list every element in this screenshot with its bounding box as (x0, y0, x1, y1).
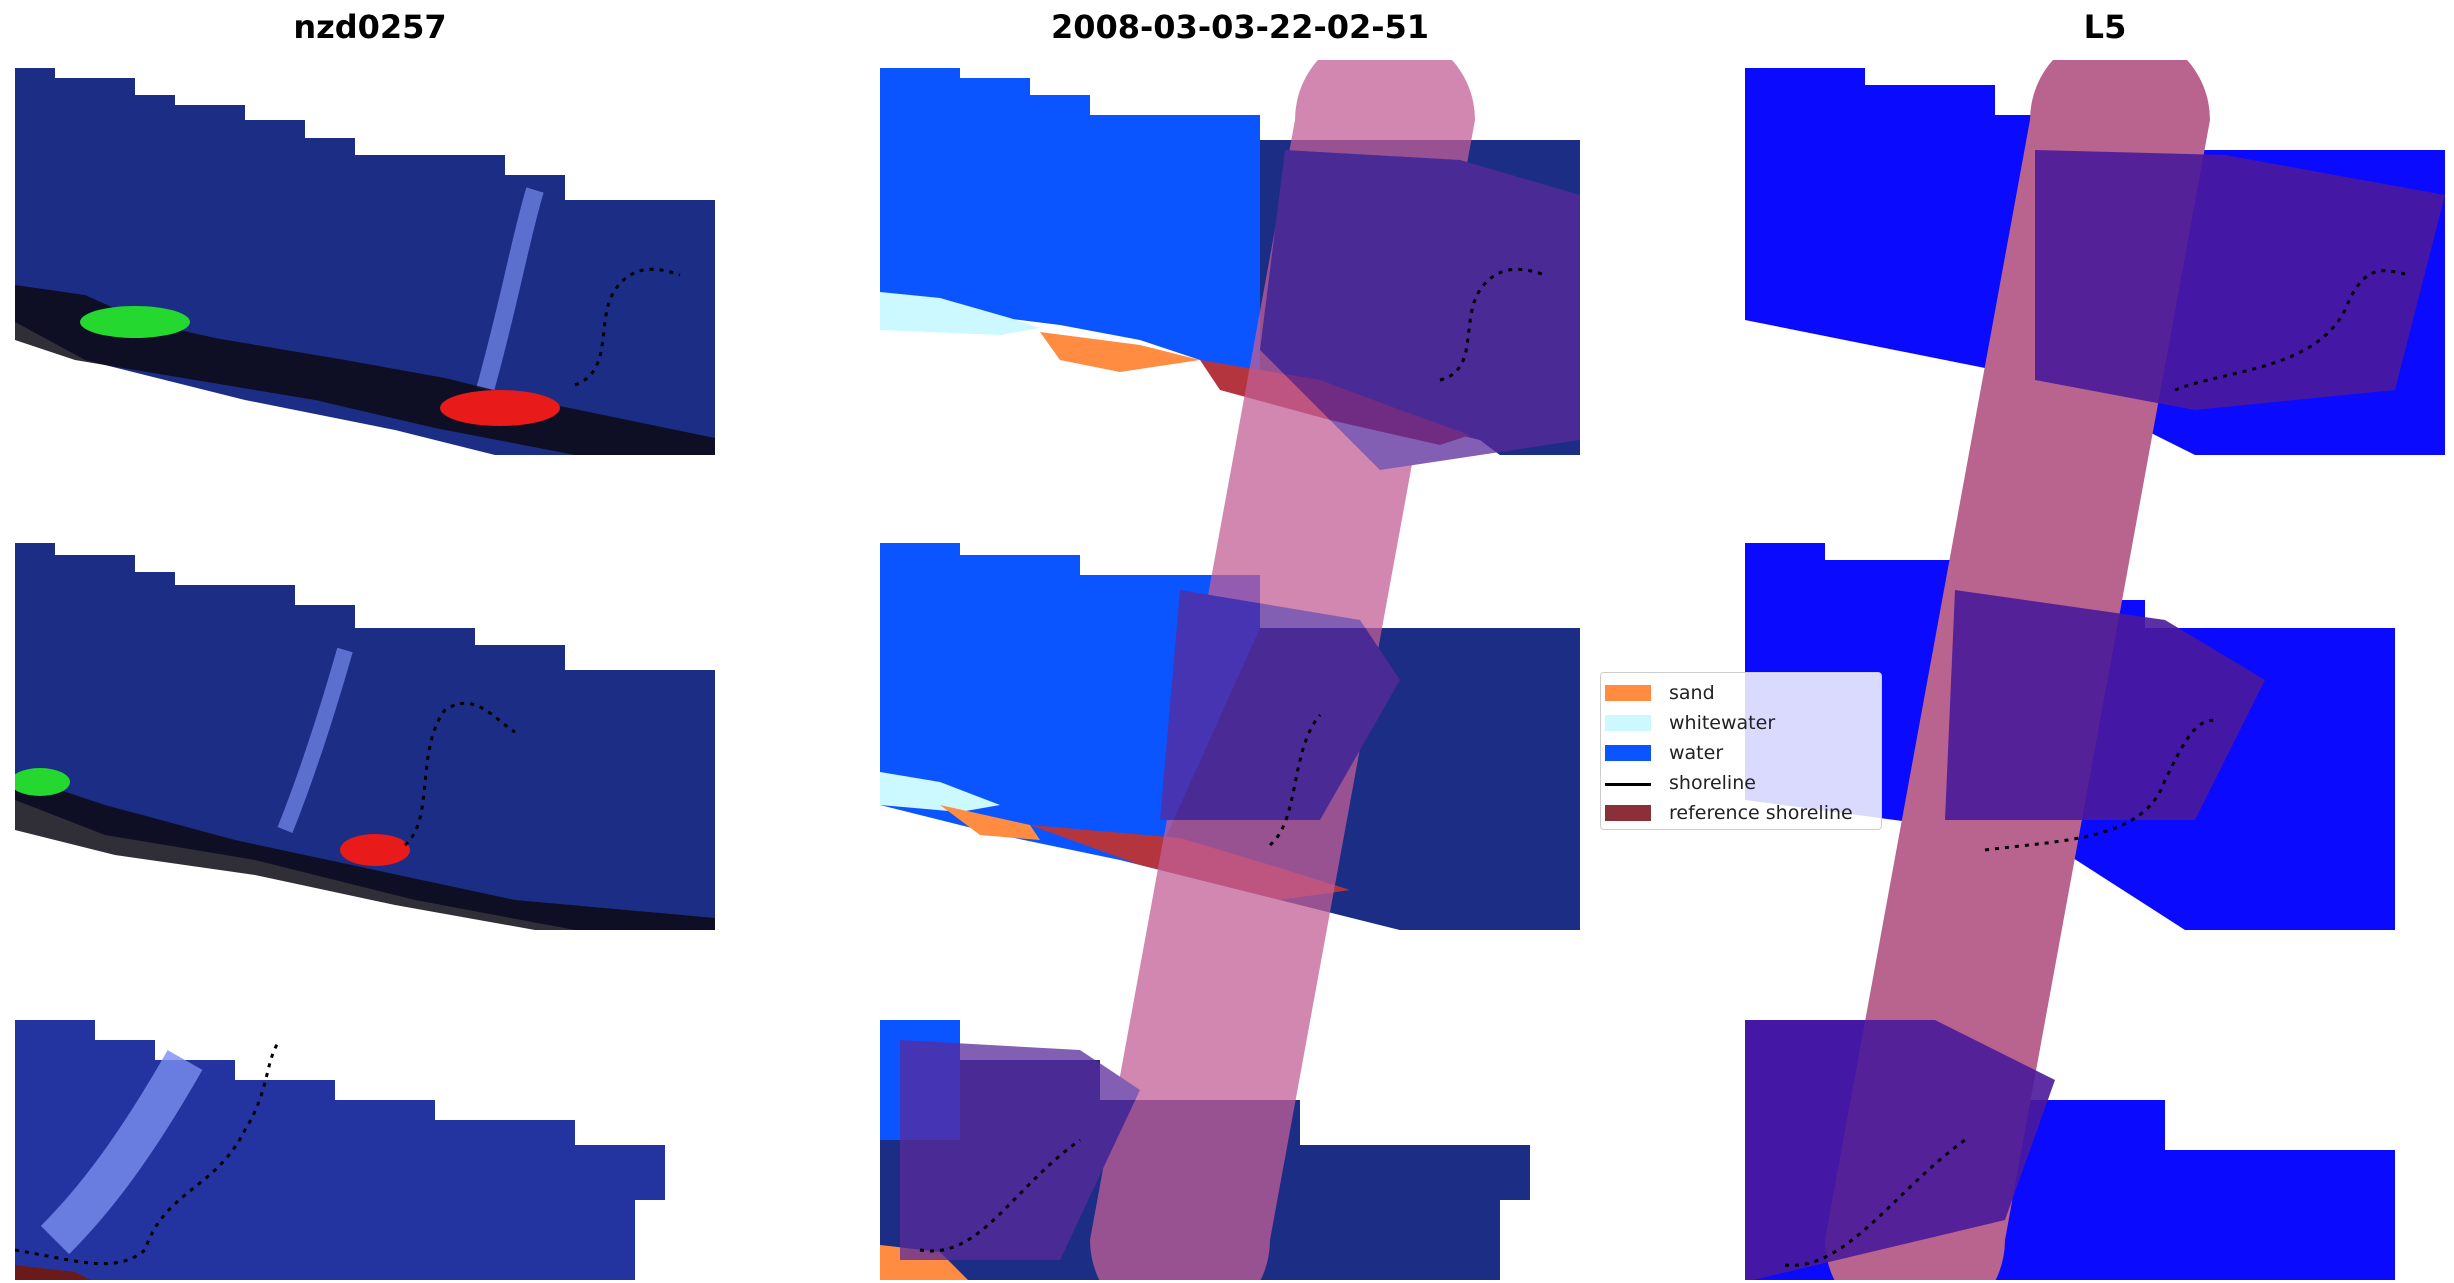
rgb-image-panel (15, 68, 715, 1280)
water-swatch (1605, 745, 1651, 761)
legend-label-reference-shoreline: reference shoreline (1669, 802, 1853, 824)
legend-label-shoreline: shoreline (1669, 772, 1756, 794)
legend-item-whitewater: whitewater (1605, 711, 1775, 735)
legend-item-water: water (1605, 741, 1723, 765)
legend-label-sand: sand (1669, 682, 1715, 704)
panel-title-l5: L5 (2083, 8, 2127, 46)
legend-item-sand: sand (1605, 681, 1715, 705)
classified-buffer-band (900, 60, 1580, 1280)
legend-item-reference-shoreline: reference shoreline (1605, 801, 1853, 825)
rgb-strip-bottom (15, 1020, 665, 1280)
sand-swatch (1605, 685, 1651, 701)
legend-item-shoreline: shoreline (1605, 771, 1756, 795)
rgb-strip-top (15, 68, 715, 455)
shoreline-swatch (1605, 782, 1651, 786)
l5-image-panel (1745, 60, 2445, 1280)
legend-label-whitewater: whitewater (1669, 712, 1776, 734)
l5-buffer-band (1745, 60, 2445, 1280)
panel-title-rgb: nzd0257 (293, 8, 447, 46)
legend-label-water: water (1669, 742, 1724, 764)
whitewater-swatch (1605, 715, 1651, 731)
legend: sand whitewater water shoreline referenc… (1600, 672, 1882, 830)
rgb-strip-middle (15, 543, 715, 930)
panel-title-classified: 2008-03-03-22-02-51 (1050, 8, 1430, 46)
reference-shoreline-swatch (1605, 805, 1651, 821)
classified-image-panel (880, 60, 1580, 1280)
